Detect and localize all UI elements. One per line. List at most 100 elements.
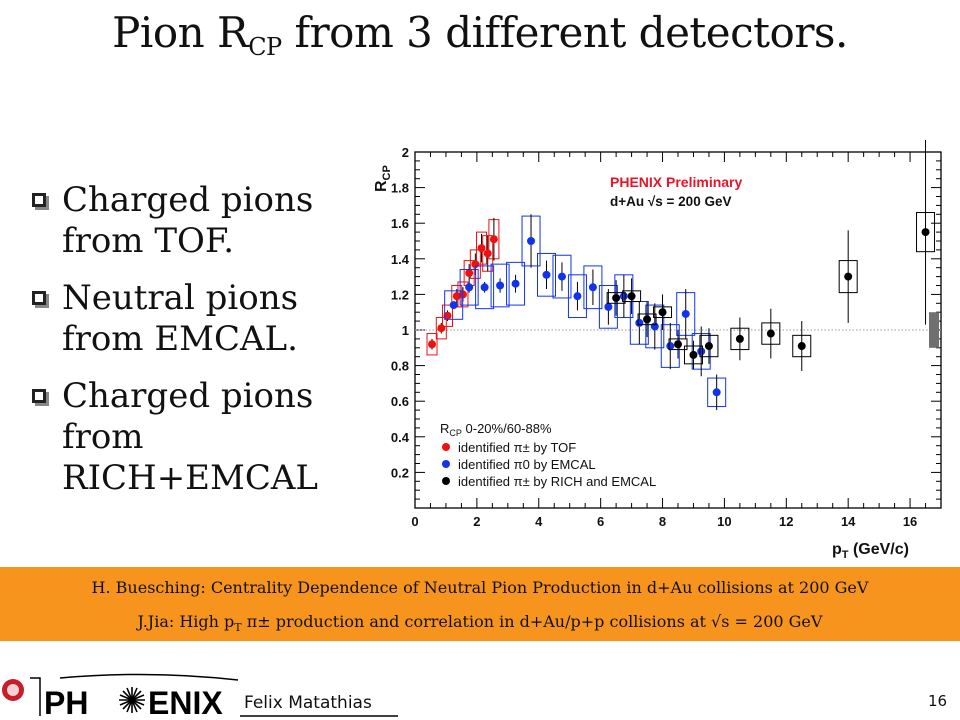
checkbox-bullet-icon <box>32 389 46 403</box>
data-point <box>604 302 613 311</box>
x-tick-label: 16 <box>903 514 917 529</box>
y-tick-label: 0.8 <box>391 359 409 374</box>
bullet-item: Charged pions from RICH+EMCAL <box>30 376 360 499</box>
data-point <box>496 281 505 290</box>
data-point <box>428 340 437 349</box>
y-tick-labels: 0.2 0.4 0.6 0.8 1 1.2 1.4 1.6 1.8 2 <box>391 145 410 480</box>
checkbox-bullet-icon <box>32 291 46 305</box>
data-point <box>704 342 713 351</box>
data-point <box>674 340 682 349</box>
x-tick-label: 8 <box>659 514 666 529</box>
data-point <box>527 237 536 245</box>
x-tick-label: 12 <box>779 514 793 529</box>
author-name: Felix Matathias <box>244 693 372 713</box>
y-tick-label: 1 <box>402 323 409 338</box>
data-point <box>643 315 652 324</box>
legend: identified π± by TOF identified π0 by EMC… <box>442 440 656 489</box>
y-tick-label: 0.2 <box>391 465 409 480</box>
data-point <box>588 283 597 292</box>
systematic-box <box>476 231 488 265</box>
legend-marker <box>442 443 450 451</box>
legend-title: RCP 0-20%/60-88% <box>440 421 552 438</box>
data-point <box>511 279 520 288</box>
data-point <box>542 270 551 279</box>
data-point <box>666 342 675 351</box>
data-point <box>681 309 690 318</box>
data-point <box>437 324 446 333</box>
legend-label: identified π± by TOF <box>458 440 576 455</box>
phenix-logo: PH ENIX <box>2 673 398 718</box>
x-tick-label: 4 <box>535 514 543 529</box>
data-point <box>465 283 474 292</box>
systematic-box <box>537 252 556 297</box>
data-point <box>921 228 930 237</box>
data-point <box>650 322 659 331</box>
data-point <box>766 329 775 338</box>
data-point <box>735 334 744 343</box>
data-point <box>443 311 452 320</box>
data-point <box>449 301 458 310</box>
bullet-item: Neutral pions from EMCAL. <box>30 278 360 360</box>
data-point <box>465 269 474 278</box>
data-point <box>619 292 628 301</box>
bullet-item: Charged pions from TOF. <box>30 180 360 262</box>
y-tick-label: 0.4 <box>391 430 410 445</box>
data-series <box>426 140 936 411</box>
legend-label: identified π± by RICH and EMCAL <box>458 474 656 489</box>
y-tick-label: 1.2 <box>391 287 409 302</box>
data-point <box>627 292 636 301</box>
data-point <box>689 350 698 359</box>
data-point <box>612 293 621 302</box>
reference-1: H. Buesching: Centrality Dependence of N… <box>91 578 869 597</box>
page-number: 16 <box>928 692 948 710</box>
x-tick-labels: 0 2 4 6 8 10 12 14 16 <box>411 514 917 529</box>
chart-background <box>358 140 960 565</box>
data-point <box>480 283 489 292</box>
data-point <box>573 292 582 301</box>
x-tick-label: 0 <box>411 514 418 529</box>
bullet-text: Neutral pions from EMCAL. <box>62 278 299 359</box>
data-point <box>557 272 566 281</box>
legend-marker <box>442 460 450 468</box>
axis-ticks <box>414 151 942 509</box>
y-tick-label: 1.6 <box>391 216 409 231</box>
logo-text-right: ENIX <box>148 685 223 718</box>
systematic-box <box>426 333 438 356</box>
collision-system-label: d+Au √s = 200 GeV <box>610 194 731 209</box>
logo-bracket <box>30 677 41 716</box>
data-point <box>477 244 486 253</box>
y-axis-label: RCP <box>373 165 393 192</box>
y-tick-label: 1.8 <box>391 181 409 196</box>
data-point <box>697 347 706 356</box>
y-tick-label: 0.6 <box>391 394 409 409</box>
systematic-box <box>552 254 572 299</box>
systematic-box <box>598 285 618 329</box>
series-2 <box>444 214 727 411</box>
systematic-box <box>506 261 526 306</box>
reference-2: J.Jia: High pT π± production and correla… <box>137 612 823 635</box>
x-tick-label: 6 <box>597 514 604 529</box>
legend-marker <box>442 477 450 485</box>
logo-starburst-icon <box>119 687 145 713</box>
phenix-preliminary-label: PHENIX Preliminary <box>610 174 742 190</box>
data-point <box>483 249 492 258</box>
data-point <box>635 318 644 327</box>
systematic-box <box>475 265 495 310</box>
x-axis-label: pT (GeV/c) <box>832 541 909 561</box>
x-tick-label: 14 <box>841 514 856 529</box>
systematic-box <box>441 304 453 327</box>
rcp-chart: 0.2 0.4 0.6 0.8 1 1.2 1.4 1.6 1.8 2 0 2 4 6 8 10 12 14 16… <box>358 140 960 565</box>
normalization-box <box>929 312 939 348</box>
data-point <box>489 235 498 244</box>
legend-label: identified π0 by EMCAL <box>458 457 596 472</box>
x-tick-label: 2 <box>473 514 480 529</box>
bullet-text: Charged pions from TOF. <box>62 180 314 261</box>
data-point <box>712 388 721 397</box>
systematic-box <box>567 274 587 319</box>
systematic-box <box>459 268 479 306</box>
bullet-list: Charged pions from TOF. Neutral pions fr… <box>30 180 360 515</box>
y-tick-label: 2 <box>402 145 409 160</box>
series-3 <box>606 140 936 371</box>
systematic-box <box>490 263 510 308</box>
checkbox-bullet-icon <box>32 193 46 207</box>
